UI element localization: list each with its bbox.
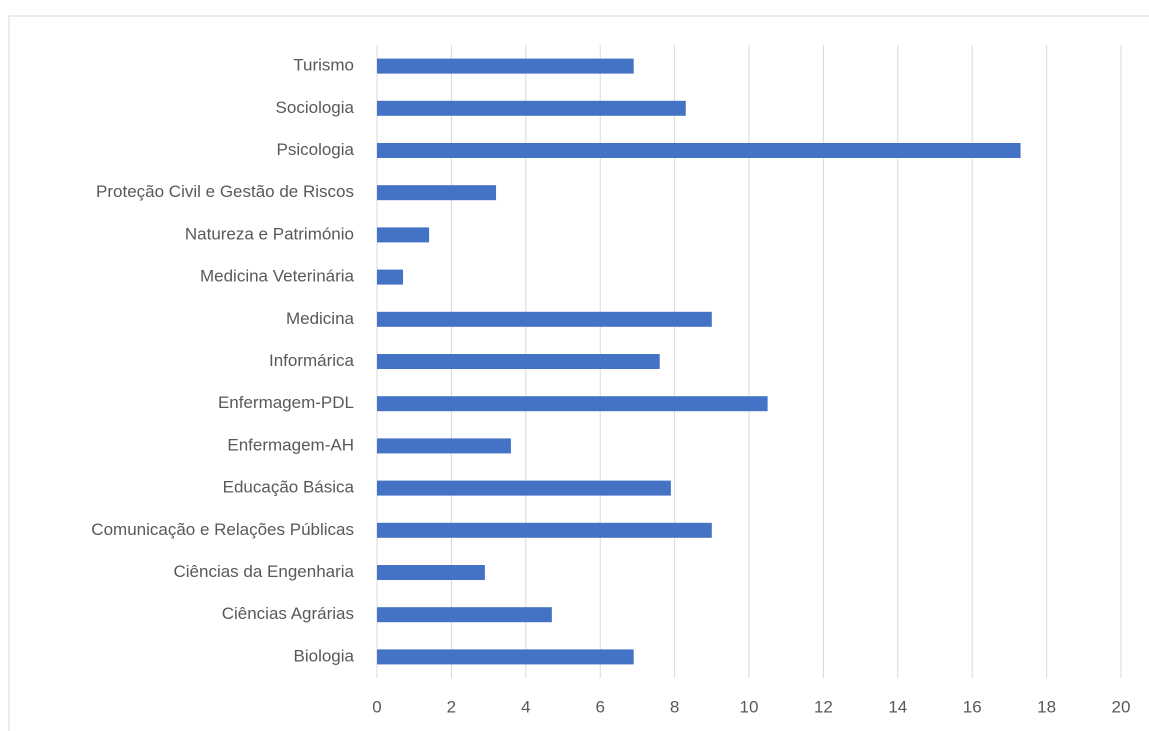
bar (377, 565, 485, 580)
y-tick-label: Psicologia (277, 140, 355, 159)
bar (377, 438, 511, 454)
y-tick-label: Natureza e Património (185, 224, 354, 243)
x-tick-label: 20 (1112, 697, 1131, 716)
x-tick-label: 4 (521, 697, 530, 716)
bar (377, 480, 671, 496)
y-tick-label: Sociologia (276, 98, 355, 117)
bar (377, 100, 686, 116)
y-tick-label: Proteção Civil e Gestão de Riscos (96, 182, 354, 201)
y-tick-label: Medicina Veterinária (200, 267, 355, 286)
y-tick-label: Enfermagem-PDL (218, 393, 354, 412)
x-tick-label: 16 (963, 697, 982, 716)
y-tick-label: Ciências Agrárias (222, 604, 354, 623)
x-tick-label: 2 (447, 697, 456, 716)
y-tick-label: Educação Básica (223, 478, 355, 497)
y-tick-label: Ciências da Engenharia (173, 562, 354, 581)
y-tick-label: Comunicação e Relações Públicas (91, 520, 354, 539)
x-tick-label: 8 (670, 697, 679, 716)
x-tick-label: 18 (1037, 697, 1056, 716)
y-tick-label: Medicina (286, 309, 355, 328)
y-tick-label: Informárica (269, 351, 355, 370)
bar (377, 227, 430, 243)
y-tick-label: Enfermagem-AH (227, 435, 354, 454)
bar (377, 396, 768, 412)
bar (377, 311, 712, 327)
bar (377, 269, 404, 285)
bar (377, 649, 634, 665)
x-tick-label: 0 (372, 697, 381, 716)
x-tick-label: 14 (888, 697, 907, 716)
bar (377, 58, 634, 74)
x-tick-label: 10 (740, 697, 759, 716)
x-tick-label: 6 (595, 697, 604, 716)
bar (377, 522, 712, 538)
y-tick-label: Biologia (294, 646, 355, 665)
y-tick-label: Turismo (293, 56, 354, 75)
bar (377, 354, 660, 369)
bar (377, 185, 497, 201)
bar (377, 143, 1021, 158)
bar (377, 607, 552, 623)
chart-border (8, 15, 1149, 731)
x-tick-label: 12 (814, 697, 833, 716)
